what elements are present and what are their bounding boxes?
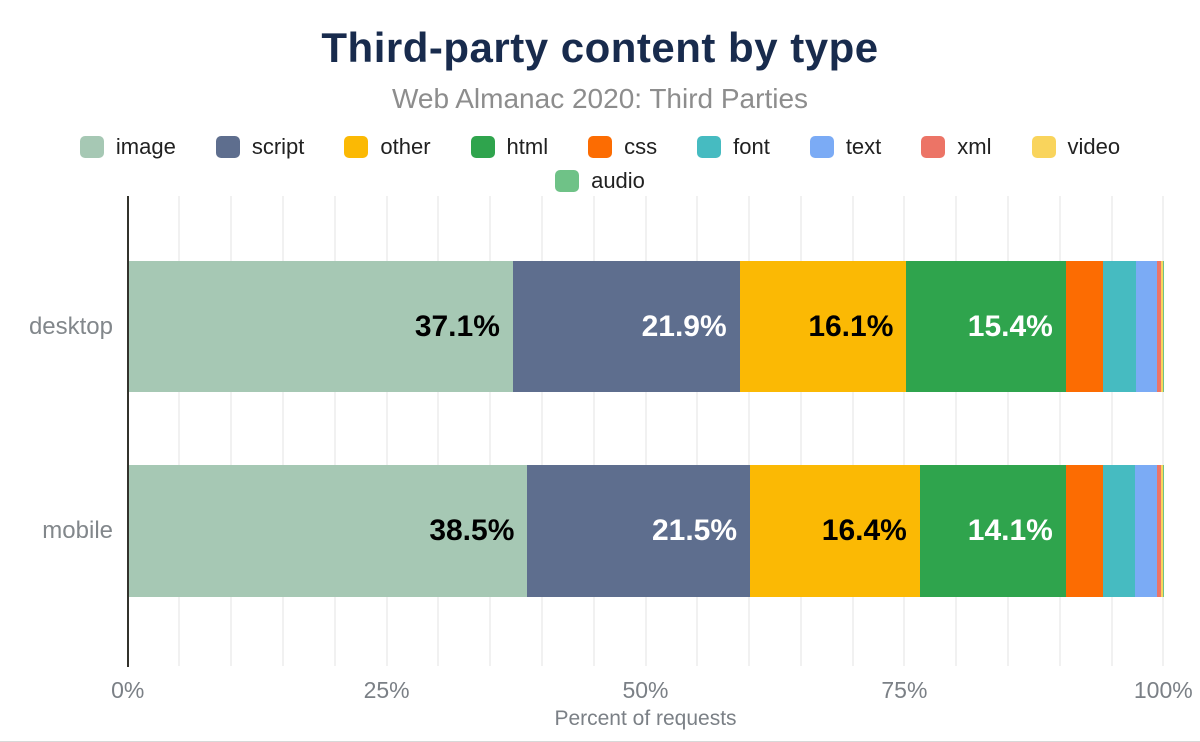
bar-segment-audio-desktop [1163, 261, 1165, 392]
x-tick-label-75%: 75% [881, 677, 928, 703]
legend-swatch-script [215, 135, 240, 158]
x-tick-label-50%: 50% [622, 677, 669, 703]
legend-item-audio: audio [555, 169, 645, 192]
legend-label-font: font [733, 134, 770, 159]
legend-item-other: other [344, 134, 431, 159]
legend-item-text: text [809, 134, 882, 159]
gridline [851, 196, 854, 666]
category-label-mobile: mobile [42, 517, 113, 544]
bar-segment-script-mobile: 21.5% [527, 465, 751, 597]
bar-segment-video-desktop [1161, 261, 1164, 392]
legend-item-video: video [1031, 134, 1121, 159]
gridline [230, 196, 233, 666]
legend-item-image: image [79, 134, 176, 159]
gridline [955, 196, 958, 666]
bar-segment-script-desktop: 21.9% [512, 261, 740, 392]
data-label-image-mobile: 38.5% [429, 514, 515, 547]
data-label-other-mobile: 16.4% [821, 514, 907, 547]
bar-segment-html-mobile: 14.1% [919, 465, 1066, 597]
legend-label-video: video [1067, 134, 1121, 159]
gridline [696, 196, 699, 666]
gridline [903, 196, 906, 666]
gridline [333, 196, 336, 666]
x-tick-label-0%: 0% [111, 677, 145, 703]
bar-segment-css-mobile [1065, 465, 1104, 597]
legend-item-html: html [470, 134, 549, 159]
gridline [748, 196, 751, 666]
data-label-html-mobile: 14.1% [967, 514, 1053, 547]
gridline [1058, 196, 1061, 666]
bar-segment-css-desktop [1065, 261, 1104, 392]
gridline [437, 196, 440, 666]
bar-segment-text-mobile [1135, 465, 1157, 597]
legend-label-css: css [624, 134, 658, 159]
legend-swatch-css [588, 135, 613, 158]
legend-item-font: font [697, 135, 770, 158]
legend-label-html: html [506, 134, 549, 159]
gridline [385, 196, 388, 666]
data-label-other-desktop: 16.1% [808, 309, 894, 343]
legend-swatch-font [697, 135, 722, 158]
gridline [799, 196, 802, 666]
bar-segment-xml-mobile [1156, 465, 1162, 597]
gridline [489, 196, 492, 666]
category-label-desktop: desktop [28, 312, 113, 340]
chart-subtitle: Web Almanac 2020: Third Parties [391, 83, 809, 114]
bar-segment-image-desktop: 37.1% [128, 261, 513, 392]
bar-segment-image-mobile: 38.5% [128, 465, 528, 597]
gridline [178, 196, 181, 666]
legend-label-other: other [380, 134, 431, 159]
gridline [592, 196, 595, 666]
legend: image script other html css font text xml video a… [50, 135, 1150, 192]
bar-segment-text-desktop [1136, 261, 1157, 392]
legend-swatch-xml [921, 135, 946, 158]
gridline [1162, 196, 1165, 666]
legend-swatch-image [79, 135, 104, 158]
legend-swatch-text [809, 135, 834, 158]
legend-swatch-html [470, 135, 495, 158]
legend-label-xml: xml [957, 134, 992, 159]
bar-segment-html-desktop: 15.4% [906, 261, 1066, 392]
x-tick-label-100%: 100% [1133, 677, 1193, 703]
bar-segment-other-mobile: 16.4% [750, 465, 920, 597]
bar-segment-xml-desktop [1156, 261, 1162, 392]
bar-segment-font-mobile [1103, 465, 1136, 597]
bar-segment-other-desktop: 16.1% [739, 261, 907, 392]
x-axis-baseline [126, 196, 129, 667]
gridline [644, 196, 647, 666]
data-label-script-mobile: 21.5% [651, 514, 738, 547]
gridline [540, 196, 543, 666]
data-label-image-desktop: 37.1% [414, 309, 500, 343]
legend-item-css: css [588, 135, 657, 158]
bar-row-desktop: 37.1% 21.9% 16.1% 15.4% [128, 261, 1165, 392]
bar-segment-audio-mobile [1163, 465, 1165, 597]
gridline [1110, 196, 1113, 666]
legend-swatch-audio [555, 169, 580, 192]
chart-title: Third-party content by type [321, 24, 879, 71]
x-tick-label-25%: 25% [363, 677, 410, 703]
gridline [282, 196, 285, 666]
bar-row-mobile: 38.5% 21.5% 16.4% 14.1% [128, 465, 1165, 597]
legend-swatch-other [344, 135, 369, 158]
data-label-html-desktop: 15.4% [967, 309, 1053, 343]
legend-label-image: image [115, 134, 176, 159]
legend-item-xml: xml [921, 134, 992, 159]
legend-label-audio: audio [591, 168, 645, 193]
bar-segment-video-mobile [1161, 465, 1164, 597]
gridline [1006, 196, 1009, 666]
legend-label-text: text [845, 134, 882, 159]
legend-swatch-video [1031, 135, 1056, 158]
x-axis-title: Percent of requests [554, 707, 737, 730]
bar-segment-font-desktop [1103, 261, 1137, 392]
legend-label-script: script [251, 134, 305, 159]
data-label-script-desktop: 21.9% [641, 309, 727, 343]
legend-item-script: script [215, 134, 305, 159]
